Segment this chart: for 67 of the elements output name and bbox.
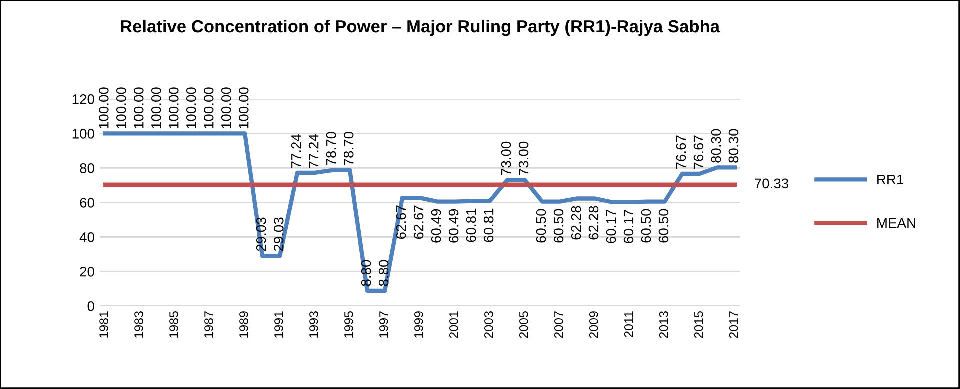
x-tick-label: 2013: [659, 312, 668, 338]
x-tick-label: 1981: [100, 312, 108, 338]
data-label: 80.30: [711, 129, 722, 163]
data-label: 100.00: [204, 88, 214, 128]
data-label: 77.24: [291, 134, 302, 168]
legend-label: MEAN: [878, 218, 916, 228]
data-label: 76.67: [676, 136, 686, 170]
x-tick-label: 1993: [310, 312, 318, 338]
data-label: 100.00: [186, 88, 196, 128]
x-tick-label: 1985: [170, 312, 178, 338]
data-label: 62.28: [571, 206, 582, 240]
y-tick-label: 120: [72, 94, 94, 104]
x-tick-label: 1989: [240, 312, 248, 338]
x-tick-label: 1997: [380, 312, 388, 338]
data-label: 62.28: [588, 206, 599, 240]
data-label: 8.80: [361, 260, 372, 286]
data-label: 60.50: [554, 209, 564, 243]
data-label: 62.67: [396, 206, 406, 240]
data-label: 73.00: [501, 142, 512, 176]
data-label: 29.03: [256, 218, 266, 252]
data-label: 60.50: [641, 209, 652, 243]
data-label: 78.70: [326, 132, 336, 166]
data-label: 8.80: [378, 260, 389, 286]
data-label: 60.49: [431, 209, 442, 243]
x-tick-label: 2015: [694, 312, 704, 338]
data-label: 78.70: [344, 132, 354, 166]
y-tick-label: 0: [88, 301, 94, 312]
x-tick-label: 1987: [204, 312, 214, 338]
y-tick-label: 20: [80, 266, 94, 277]
x-tick-label: 2001: [449, 312, 458, 338]
data-label: 100.00: [221, 88, 232, 128]
x-tick-label: 1991: [274, 312, 284, 338]
x-tick-label: 2017: [729, 312, 738, 338]
data-label: 80.30: [728, 129, 739, 163]
data-label: 60.49: [448, 209, 459, 243]
data-label: 100.00: [238, 88, 249, 128]
data-label: 62.67: [414, 206, 424, 240]
y-tick-label: 80: [80, 164, 94, 174]
y-tick-label: 40: [80, 232, 94, 242]
x-tick-label: 2011: [624, 312, 634, 338]
data-label: 73.00: [518, 142, 529, 176]
x-tick-label: 2003: [484, 312, 494, 338]
x-tick-label: 1999: [414, 312, 424, 338]
x-tick-label: 1983: [134, 312, 144, 338]
y-tick-label: 100: [72, 129, 94, 139]
data-label: 60.50: [658, 209, 669, 243]
data-label: 60.17: [606, 210, 616, 244]
x-tick-label: 2007: [554, 312, 564, 338]
data-label: 60.81: [466, 208, 476, 242]
data-label: 100.00: [98, 88, 109, 128]
data-label: 60.81: [484, 208, 494, 242]
x-tick-label: 1995: [344, 312, 354, 338]
data-label: 70.33: [755, 178, 788, 189]
y-tick-label: 60: [80, 198, 94, 208]
x-tick-label: 2009: [589, 312, 598, 338]
data-label: 77.24: [308, 134, 319, 168]
data-label: 100.00: [151, 88, 162, 128]
data-label: 100.00: [116, 88, 126, 128]
chart-title: Relative Concentration of Power – Major Ruling Party (RR1)-Rajya Sabha: [121, 20, 720, 36]
data-label: 100.00: [168, 88, 179, 128]
data-label: 100.00: [134, 88, 144, 128]
legend-label: RR1: [878, 174, 904, 185]
data-label: 29.03: [274, 218, 284, 252]
data-label: 60.17: [624, 210, 634, 244]
data-label: 60.50: [536, 209, 546, 243]
x-tick-label: 2005: [519, 312, 528, 338]
data-label: 76.67: [694, 136, 704, 170]
